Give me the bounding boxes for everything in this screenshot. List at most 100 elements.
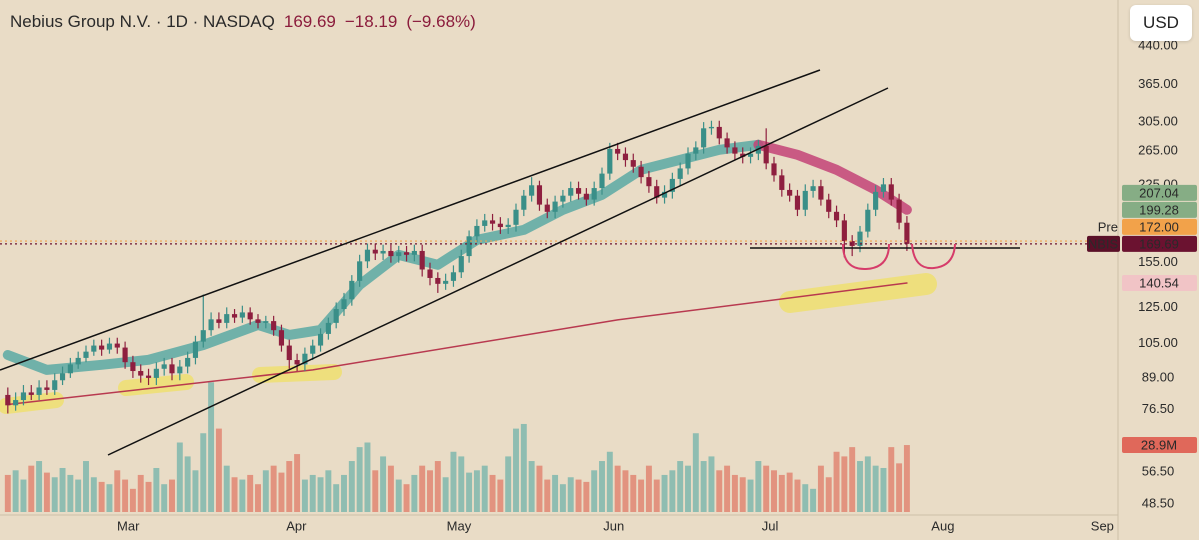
candle-body — [904, 222, 910, 244]
currency-button[interactable]: USD — [1130, 5, 1192, 41]
volume-bar — [36, 461, 43, 512]
volume-bar — [825, 477, 832, 512]
candle-body — [521, 195, 527, 210]
candle-body — [873, 191, 879, 210]
price-badge-label: 172.00 — [1139, 219, 1179, 234]
volume-bar — [716, 470, 723, 512]
candle-body — [544, 204, 550, 212]
volume-badge — [1122, 437, 1197, 454]
candle-body — [716, 126, 722, 139]
volume-bar — [192, 470, 199, 512]
candle-body — [583, 193, 589, 200]
volume-bar — [700, 461, 707, 512]
x-tick-label: Apr — [286, 518, 307, 533]
volume-bar — [348, 461, 355, 512]
volume-bar — [208, 382, 215, 512]
volume-bar — [380, 456, 387, 512]
volume-bar — [43, 472, 50, 512]
volume-bar — [434, 461, 441, 512]
candle-body — [208, 319, 214, 331]
header: Nebius Group N.V. · 1D · NASDAQ 169.69 −… — [10, 12, 476, 32]
price-badge — [1122, 218, 1197, 235]
volume-bar — [880, 467, 887, 512]
candle-body — [724, 138, 730, 148]
candle-body — [255, 319, 261, 323]
drawings — [0, 69, 1020, 456]
volume-bar — [536, 465, 543, 512]
volume-bar — [466, 472, 473, 512]
volume-bar — [427, 470, 433, 512]
candle-body — [44, 387, 50, 390]
volume-bar — [520, 423, 527, 512]
candle-body — [435, 277, 441, 284]
volume-bar — [387, 465, 394, 512]
candle-body — [865, 209, 871, 232]
y-tick-label: 305.00 — [1138, 114, 1178, 129]
volume-bar — [591, 470, 598, 512]
candle-body — [153, 368, 159, 378]
volume-bar — [317, 477, 324, 512]
candle-body — [575, 188, 582, 194]
volume-bar — [67, 474, 74, 512]
candle-body — [357, 261, 363, 281]
volume-bar — [645, 465, 652, 512]
y-tick-label: 365.00 — [1138, 76, 1178, 91]
candle-body — [669, 178, 675, 192]
candle-body — [701, 128, 707, 148]
volume-bar — [333, 484, 340, 512]
candle-body — [505, 224, 511, 228]
volume-bar — [176, 442, 183, 512]
y-tick-label: 105.00 — [1138, 335, 1178, 350]
candle-body — [52, 380, 58, 390]
candle-body — [403, 252, 410, 255]
y-tick-label: 265.00 — [1138, 143, 1178, 158]
volume-bar — [262, 470, 269, 512]
candle-body — [849, 241, 855, 246]
candle-body — [231, 314, 238, 318]
bottom-arc — [842, 243, 890, 271]
volume-bar — [739, 477, 746, 512]
candle-body — [13, 400, 19, 406]
volume-bar — [755, 461, 762, 512]
price-change: −18.19 — [344, 12, 398, 31]
x-tick-label: Jun — [603, 518, 624, 533]
volume-bar — [20, 479, 27, 512]
candle-body — [661, 191, 668, 198]
candle-body — [75, 357, 81, 365]
volume-bar — [778, 474, 785, 512]
candle-body — [826, 199, 832, 212]
candle-body — [224, 314, 230, 323]
volume-bar — [395, 479, 402, 512]
volume-bar — [849, 447, 856, 512]
candle-body — [411, 250, 417, 255]
candle-body — [161, 364, 167, 369]
candle-body — [99, 345, 105, 350]
candle-body — [654, 186, 660, 198]
volume-bar — [200, 433, 207, 512]
volume-bar — [129, 488, 136, 512]
volume-bar — [356, 447, 363, 512]
volume-bar — [685, 465, 691, 512]
candle-body — [200, 330, 206, 342]
candle-body — [638, 166, 644, 178]
price-change-percent: (−9.68%) — [406, 12, 476, 31]
volume-bar — [544, 479, 551, 512]
volume-bar — [638, 479, 645, 512]
volume-bar — [653, 479, 660, 512]
candle-body — [5, 394, 11, 406]
candle-body — [419, 250, 425, 270]
price-badge — [1122, 235, 1197, 252]
candle-body — [763, 145, 769, 164]
candle-body — [114, 343, 120, 348]
volume-bar — [692, 433, 699, 512]
volume-bar — [98, 481, 105, 512]
volume-bar — [28, 465, 35, 512]
y-tick-label: 155.00 — [1138, 254, 1178, 269]
volume-bar — [599, 461, 605, 512]
candle-body — [599, 173, 605, 189]
volume-badge-label: 28.9M — [1141, 437, 1177, 452]
candle-body — [646, 177, 652, 187]
candle-body — [857, 231, 863, 246]
y-tick-label: 76.50 — [1142, 401, 1175, 416]
